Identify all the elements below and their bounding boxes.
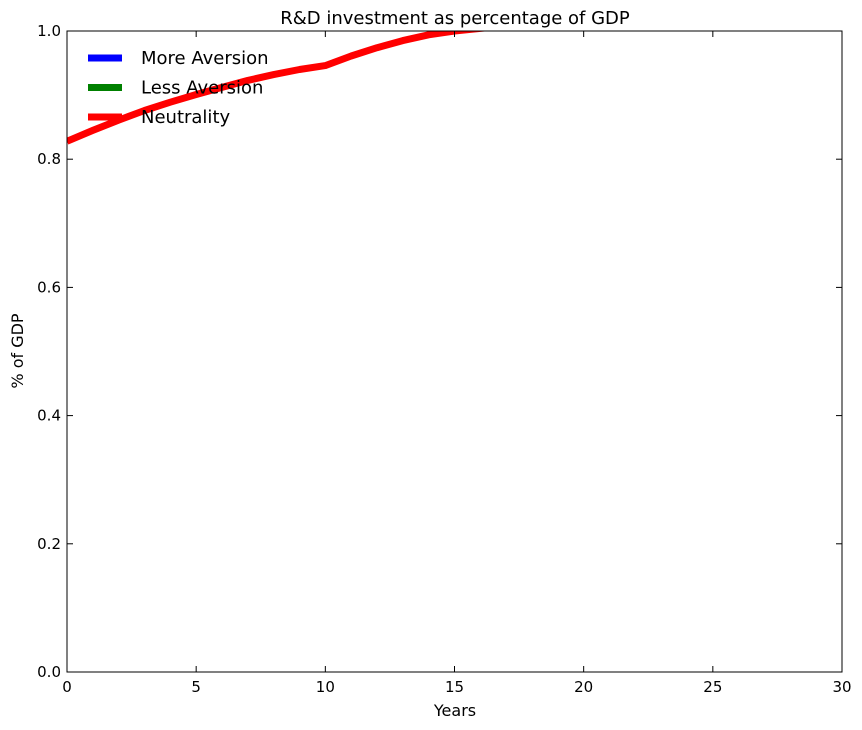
y-tick-label: 1.0: [37, 22, 61, 40]
x-tick-label: 0: [62, 678, 72, 696]
series-line-neutrality: [67, 31, 490, 145]
x-tick-label: 20: [574, 678, 593, 696]
x-tick-label: 5: [191, 678, 201, 696]
y-tick-label: 0.4: [37, 407, 61, 425]
x-tick-label: 30: [832, 678, 851, 696]
legend-label: More Aversion: [141, 48, 269, 69]
ticks-layer: 0 5 10 15 20 25 30 0.0 0.2 0.4 0.6 0.8 1.0: [37, 22, 851, 696]
legend-label: Neutrality: [141, 107, 230, 128]
y-tick-label: 0.2: [37, 535, 61, 553]
x-tick-label: 15: [445, 678, 464, 696]
y-axis-title: % of GDP: [8, 313, 27, 389]
legend-label: Less Aversion: [141, 78, 263, 99]
y-tick-label: 0.6: [37, 278, 61, 296]
x-tick-label: 25: [703, 678, 722, 696]
y-tick-label: 0.0: [37, 663, 61, 681]
chart-title: R&D investment as percentage of GDP: [280, 8, 630, 29]
series-layer: [67, 31, 490, 145]
x-tick-label: 10: [316, 678, 335, 696]
x-axis-title: Years: [433, 701, 476, 720]
y-tick-label: 0.8: [37, 150, 61, 168]
legend: More Aversion Less Aversion Neutrality: [88, 48, 269, 128]
